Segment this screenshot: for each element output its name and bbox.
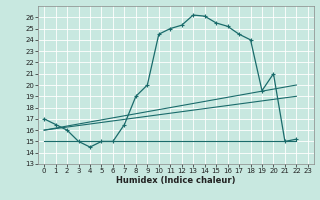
X-axis label: Humidex (Indice chaleur): Humidex (Indice chaleur) xyxy=(116,176,236,185)
